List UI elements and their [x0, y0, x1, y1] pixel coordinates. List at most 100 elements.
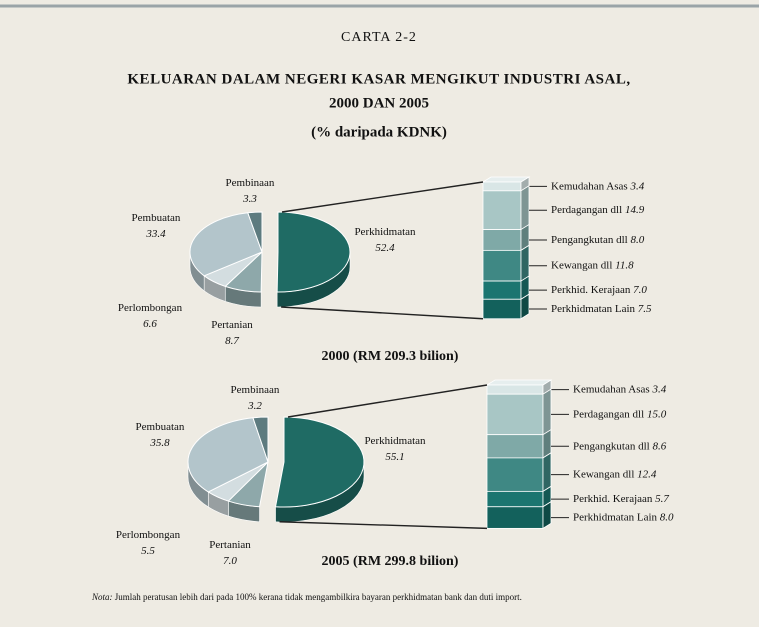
bar-segment: [486, 434, 544, 459]
breakdown-label: Kewangan dll 12.4: [573, 468, 657, 480]
slice-label: Pertanian 8.7: [211, 319, 253, 347]
bar-side: [520, 293, 530, 320]
breakdown-value: 14.9: [625, 204, 645, 216]
bar-segment: [486, 506, 544, 529]
slice-label: Pertanian 7.0: [209, 539, 251, 567]
pie-title: 2005 (RM 299.8 bilion): [322, 554, 459, 569]
connector: [281, 306, 484, 320]
breakdown-name: Kemudahan Asas: [551, 180, 628, 192]
slice-label: Pembinaan 3.2: [231, 384, 280, 412]
slice-value: 35.8: [149, 437, 170, 449]
breakdown-value: 3.4: [629, 180, 644, 192]
breakdown-name: Perkhidmatan Lain: [573, 511, 658, 523]
breakdown-value: 8.0: [660, 511, 674, 523]
slice-name: Pembuatan: [132, 212, 181, 224]
breakdown-name: Kemudahan Asas: [573, 383, 650, 395]
breakdown-value: 11.8: [615, 259, 634, 271]
bar-side: [520, 185, 530, 231]
pie-slice: [252, 416, 269, 463]
slice-label: Pembuatan 33.4: [132, 212, 181, 240]
breakdown-value: 15.0: [647, 408, 667, 420]
slice-label: Perkhidmatan 55.1: [364, 435, 426, 463]
slice-name: Perlombongan: [116, 529, 181, 541]
breakdown-name: Pengangkutan dll: [551, 234, 628, 246]
bar-segment: [482, 190, 522, 230]
slice-label: Perlombongan 6.6: [118, 302, 183, 330]
breakdown-value: 7.5: [638, 303, 652, 315]
pie-slice: [276, 211, 351, 293]
breakdown-label: Perdagangan dll 15.0: [573, 408, 667, 420]
slice-name: Perlombongan: [118, 302, 183, 314]
bar-segment: [482, 181, 522, 192]
slice-value: 6.6: [143, 318, 157, 330]
note-text: Jumlah peratusan lebih dari pada 100% ke…: [115, 592, 522, 602]
slice-label: Perlombongan 5.5: [116, 529, 181, 557]
breakdown-value: 3.4: [651, 383, 666, 395]
chart-title: KELUARAN DALAM NEGERI KASAR MENGIKUT IND…: [127, 71, 630, 87]
breakdown-label: Perkhidmatan Lain 8.0: [573, 511, 674, 523]
chart-label: CARTA 2-2: [341, 30, 417, 45]
breakdown-label: Kewangan dll 11.8: [551, 259, 634, 271]
breakdown-value: 12.4: [637, 468, 657, 480]
chart-title: 2000 DAN 2005: [329, 95, 429, 111]
pie-slice: [189, 212, 263, 277]
slice-value: 52.4: [375, 242, 395, 254]
breakdown-value: 5.7: [655, 493, 669, 505]
breakdown-name: Perkhidmatan Lain: [551, 303, 636, 315]
breakdown-name: Pengangkutan dll: [573, 440, 650, 452]
slice-value: 33.4: [145, 228, 166, 240]
slice-label: Pembuatan 35.8: [136, 421, 185, 449]
breakdown-label: Perkhidmatan Lain 7.5: [551, 303, 652, 315]
bar-side: [520, 244, 530, 282]
breakdown-label: Kemudahan Asas 3.4: [551, 180, 645, 192]
pie-title: 2000 (RM 209.3 bilion): [322, 349, 459, 364]
pie-slice: [274, 416, 365, 508]
slice-name: Pembinaan: [226, 177, 275, 189]
breakdown-label: Pengangkutan dll 8.6: [573, 440, 667, 452]
breakdown-value: 7.0: [633, 284, 647, 296]
slice-value: 3.3: [242, 193, 257, 205]
pie-slice: [187, 417, 269, 493]
breakdown-label: Perkhid. Kerajaan 5.7: [573, 493, 669, 505]
slice-label: Perkhidmatan 52.4: [354, 226, 416, 254]
bar-segment: [482, 280, 522, 300]
slice-name: Pertanian: [211, 319, 253, 331]
bar-segment: [482, 229, 522, 251]
slice-name: Pertanian: [209, 539, 251, 551]
bar-segment: [486, 457, 544, 492]
connector: [279, 521, 488, 530]
bar-side: [542, 501, 552, 530]
breakdown-name: Perdagangan dll: [573, 408, 644, 420]
breakdown-name: Perdagangan dll: [551, 204, 622, 216]
bar-segment: [486, 384, 544, 395]
bar-segment: [482, 249, 522, 282]
breakdown-value: 8.6: [652, 440, 666, 452]
connector: [281, 181, 484, 213]
chart-subtitle: (% daripada KDNK): [311, 124, 447, 140]
slice-value: 5.5: [141, 545, 155, 557]
connector: [287, 384, 488, 418]
breakdown-name: Perkhid. Kerajaan: [551, 284, 631, 296]
breakdown-label: Perkhid. Kerajaan 7.0: [551, 284, 647, 296]
breakdown-label: Pengangkutan dll 8.0: [551, 234, 645, 246]
slice-name: Perkhidmatan: [364, 435, 426, 447]
slice-name: Pembuatan: [136, 421, 185, 433]
bar-segment: [482, 298, 522, 320]
note: Nota: Jumlah peratusan lebih dari pada 1…: [91, 592, 522, 602]
slice-value: 7.0: [223, 555, 237, 567]
bar-side: [542, 452, 552, 493]
slice-name: Perkhidmatan: [354, 226, 416, 238]
pie-slice: [247, 211, 263, 253]
breakdown-name: Perkhid. Kerajaan: [573, 493, 653, 505]
slice-name: Pembinaan: [231, 384, 280, 396]
breakdown-name: Kewangan dll: [551, 259, 612, 271]
breakdown-label: Kemudahan Asas 3.4: [573, 383, 667, 395]
slice-value: 3.2: [247, 400, 262, 412]
slice-value: 8.7: [225, 335, 239, 347]
breakdown-label: Perdagangan dll 14.9: [551, 204, 645, 216]
slice-value: 55.1: [385, 451, 404, 463]
slice-label: Pembinaan 3.3: [226, 177, 275, 205]
bar-top: [485, 379, 553, 386]
